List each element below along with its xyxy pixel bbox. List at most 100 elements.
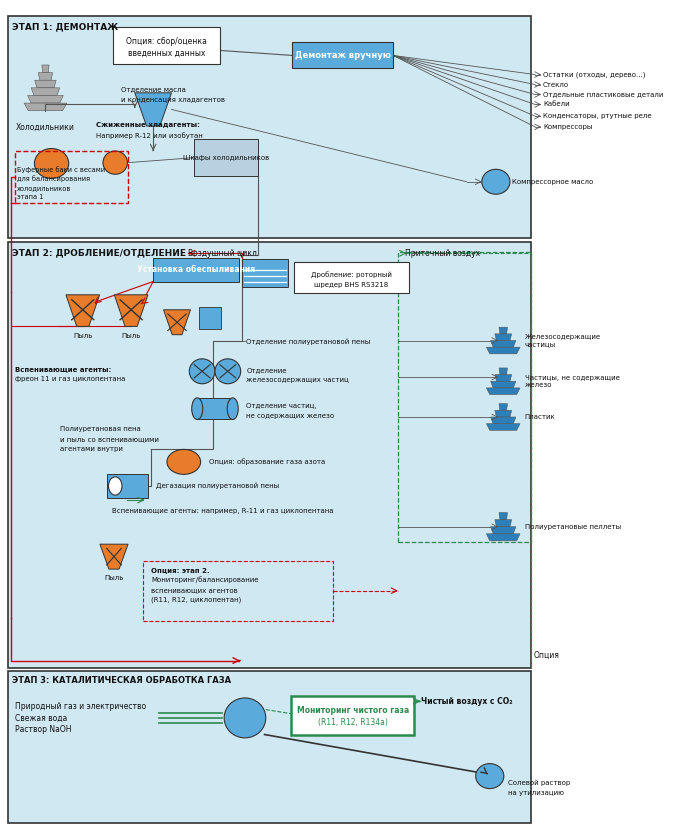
Polygon shape — [24, 103, 67, 111]
Bar — [292, 696, 414, 735]
Text: Отделение частиц,: Отделение частиц, — [246, 403, 317, 409]
Text: Дробление: роторный: Дробление: роторный — [311, 271, 392, 279]
Text: Компрессорное масло: Компрессорное масло — [512, 178, 594, 185]
Polygon shape — [66, 294, 100, 326]
Text: Например R-12 или изобутан: Например R-12 или изобутан — [97, 132, 203, 138]
Text: Пыль: Пыль — [73, 333, 92, 339]
Text: Вспенивающие агенты: например, R-11 и газ циклопентана: Вспенивающие агенты: например, R-11 и га… — [111, 508, 333, 514]
Polygon shape — [499, 368, 508, 374]
Bar — [242, 259, 288, 288]
Polygon shape — [487, 388, 520, 394]
Text: для балансирования: для балансирования — [17, 175, 90, 182]
Polygon shape — [491, 381, 516, 388]
Text: железосодержащих частиц: железосодержащих частиц — [246, 377, 349, 383]
Bar — [7, 16, 531, 239]
Text: Остатки (отходы, дерево...): Остатки (отходы, дерево...) — [543, 71, 645, 78]
Ellipse shape — [482, 169, 510, 194]
Text: Чистый воздух с CO₂: Чистый воздух с CO₂ — [421, 696, 513, 706]
Polygon shape — [491, 340, 516, 347]
Bar — [113, 28, 220, 63]
Text: Мониторинг чистого газа: Мониторинг чистого газа — [296, 706, 409, 715]
Text: и конденсация хладагентов: и конденсация хладагентов — [121, 97, 225, 103]
Polygon shape — [487, 424, 520, 430]
Text: Пыль: Пыль — [105, 575, 124, 581]
Polygon shape — [487, 534, 520, 541]
Text: на утилизацию: на утилизацию — [508, 790, 564, 796]
Polygon shape — [495, 410, 512, 417]
Text: Буферные баки с весами: Буферные баки с весами — [17, 166, 105, 173]
Text: ЭТАП 3: КАТАЛИТИЧЕСКАЯ ОБРАБОТКА ГАЗА: ЭТАП 3: КАТАЛИТИЧЕСКАЯ ОБРАБОТКА ГАЗА — [12, 676, 232, 685]
Text: Раствор NaOH: Раствор NaOH — [15, 725, 72, 734]
Polygon shape — [499, 513, 508, 520]
Text: Установка обеспыливания: Установка обеспыливания — [137, 265, 255, 274]
Text: Полиуретановые пеллеты: Полиуретановые пеллеты — [524, 524, 621, 530]
Bar — [15, 151, 128, 203]
Bar — [294, 262, 409, 293]
Text: Отделение полиуретановой пены: Отделение полиуретановой пены — [246, 338, 371, 344]
Text: Мониторинг/балансирование: Мониторинг/балансирование — [151, 576, 259, 584]
Text: (R11, R12, R134a): (R11, R12, R134a) — [318, 718, 387, 727]
Polygon shape — [495, 520, 512, 527]
Polygon shape — [495, 334, 512, 340]
Bar — [143, 560, 333, 620]
Text: Природный газ и электричество: Природный газ и электричество — [15, 701, 146, 711]
Text: Компрессоры: Компрессоры — [543, 124, 593, 130]
Text: Приточный воздух: Приточный воздух — [405, 249, 481, 258]
Ellipse shape — [192, 398, 202, 420]
Ellipse shape — [109, 477, 122, 495]
Polygon shape — [42, 65, 49, 73]
Polygon shape — [487, 347, 520, 354]
Ellipse shape — [34, 148, 69, 178]
Text: введенных данных: введенных данных — [128, 48, 205, 58]
Text: Демонтаж вручную: Демонтаж вручную — [295, 51, 391, 60]
Ellipse shape — [224, 698, 266, 738]
Bar — [7, 243, 531, 668]
Text: Пыль: Пыль — [122, 333, 141, 339]
Text: Отдельные пластиковые детали: Отдельные пластиковые детали — [543, 92, 664, 98]
Text: Солевой раствор: Солевой раствор — [508, 780, 570, 786]
Bar — [199, 307, 221, 329]
Text: ЭТАП 1: ДЕМОНТАЖ: ЭТАП 1: ДЕМОНТАЖ — [12, 23, 119, 31]
Polygon shape — [28, 95, 63, 103]
Bar — [292, 43, 393, 68]
Text: Отделение: Отделение — [246, 367, 287, 373]
Polygon shape — [491, 527, 516, 534]
Text: шредер BHS RS3218: шредер BHS RS3218 — [315, 282, 389, 288]
Polygon shape — [135, 93, 171, 126]
Polygon shape — [495, 374, 512, 381]
Text: Частицы, не содержащие
железо: Частицы, не содержащие железо — [524, 374, 620, 388]
Text: агентами внутри: агентами внутри — [59, 445, 122, 451]
Bar — [197, 398, 233, 420]
Text: Железосодержащие
частицы: Железосодержащие частицы — [524, 334, 601, 347]
Text: Опция: Опция — [534, 651, 560, 660]
Polygon shape — [100, 544, 128, 569]
Polygon shape — [34, 80, 56, 88]
Text: Кабели: Кабели — [543, 102, 570, 108]
Text: Опция: сбор/оценка: Опция: сбор/оценка — [126, 37, 207, 46]
Ellipse shape — [189, 359, 215, 384]
Polygon shape — [163, 309, 190, 334]
Text: Стекло: Стекло — [543, 82, 569, 88]
Text: Опция: этап 2.: Опция: этап 2. — [151, 566, 210, 573]
Bar — [398, 253, 531, 542]
Text: Дегазация полиуретановой пены: Дегазация полиуретановой пены — [156, 483, 279, 490]
Polygon shape — [491, 417, 516, 424]
Text: Полиуретановая пена: Полиуретановая пена — [59, 425, 140, 432]
Text: ЭТАП 2: ДРОБЛЕНИЕ/ОТДЕЛЕНИЕ: ЭТАП 2: ДРОБЛЕНИЕ/ОТДЕЛЕНИЕ — [12, 249, 186, 257]
Text: фреон 11 и газ циклопентана: фреон 11 и газ циклопентана — [15, 376, 126, 382]
Polygon shape — [499, 327, 508, 334]
Text: Отделение масла: Отделение масла — [121, 86, 186, 92]
Text: Свежая вода: Свежая вода — [15, 713, 67, 722]
Text: вспенивающих агентов: вспенивающих агентов — [151, 586, 238, 593]
Text: Пластик: Пластик — [524, 414, 556, 420]
Text: холодильников: холодильников — [17, 184, 71, 191]
Bar — [194, 139, 259, 176]
Text: Вспенивающие агенты:: Вспенивающие агенты: — [15, 366, 111, 372]
Ellipse shape — [476, 764, 504, 789]
Text: Шкафы холодильников: Шкафы холодильников — [184, 154, 270, 161]
Text: (R11, R12, циклопентан): (R11, R12, циклопентан) — [151, 596, 242, 603]
Text: не содержащих железо: не содержащих железо — [246, 413, 334, 420]
Text: Воздушный цикл: Воздушный цикл — [188, 249, 257, 258]
Bar — [107, 474, 148, 499]
Ellipse shape — [167, 450, 200, 475]
